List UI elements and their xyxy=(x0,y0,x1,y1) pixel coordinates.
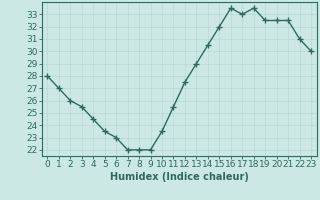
X-axis label: Humidex (Indice chaleur): Humidex (Indice chaleur) xyxy=(110,172,249,182)
